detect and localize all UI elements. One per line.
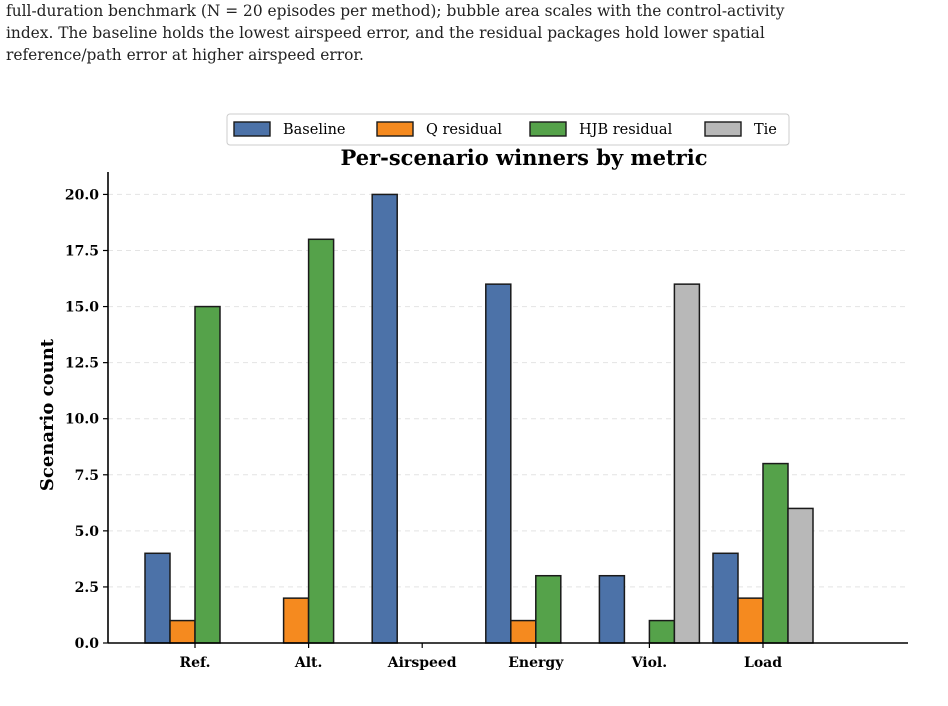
bar-tie xyxy=(673,283,701,644)
y-tick-label: 10.0 xyxy=(65,412,99,428)
legend-label: Q residual xyxy=(426,122,502,138)
caption-line: full-duration benchmark (N = 20 episodes… xyxy=(6,2,785,20)
bar-hjb-residual xyxy=(194,305,221,644)
caption-line: index. The baseline holds the lowest air… xyxy=(6,24,765,42)
legend-label: Baseline xyxy=(283,122,346,138)
y-tick-label: 20.0 xyxy=(65,187,99,203)
legend-box xyxy=(226,113,790,146)
bar-baseline xyxy=(598,574,626,644)
x-tick-label: Alt. xyxy=(294,655,323,671)
x-tick-label: Ref. xyxy=(180,655,211,671)
caption-line: reference/path error at higher airspeed … xyxy=(6,46,364,64)
bar-baseline xyxy=(485,283,512,644)
legend-label: Tie xyxy=(754,122,777,138)
y-axis-label: Scenario count xyxy=(37,338,58,491)
y-tick-label: 0.0 xyxy=(75,636,100,652)
bar-q-residual xyxy=(510,619,537,644)
bar-q-residual xyxy=(282,597,310,644)
bar-q-residual xyxy=(737,597,764,644)
legend-swatch xyxy=(233,121,271,137)
legend-label: HJB residual xyxy=(579,122,673,138)
bar-q-residual xyxy=(169,619,196,644)
y-tick-label: 15.0 xyxy=(65,300,99,316)
axes xyxy=(103,172,908,648)
y-tick-label: 12.5 xyxy=(65,356,99,372)
bar-tie xyxy=(787,507,814,644)
y-tick-label: 5.0 xyxy=(75,524,100,540)
bar-hjb-residual xyxy=(307,238,335,644)
figure-caption: full-duration benchmark (N = 20 episodes… xyxy=(6,0,942,66)
x-tick-label: Load xyxy=(744,655,782,671)
bars xyxy=(144,193,814,644)
legend-swatch xyxy=(376,121,414,137)
bar-baseline xyxy=(371,193,398,644)
bar-baseline xyxy=(144,552,171,644)
legend: Baseline Q residual HJB residual Tie xyxy=(226,113,790,146)
tick-labels: 0.0 2.5 5.0 7.5 10.0 12.5 15.0 17.5 20.0 Ref. Alt.… xyxy=(65,187,782,671)
y-tick-label: 7.5 xyxy=(75,468,99,484)
x-tick-label: Airspeed xyxy=(387,655,457,671)
legend-swatch xyxy=(704,121,742,137)
bar-hjb-residual xyxy=(762,462,789,644)
x-tick-label: Energy xyxy=(508,655,564,671)
bar-baseline xyxy=(712,552,739,644)
bar-hjb-residual xyxy=(648,619,676,644)
bar-hjb-residual xyxy=(535,574,562,644)
legend-swatch xyxy=(529,121,567,137)
y-tick-label: 17.5 xyxy=(65,244,99,260)
y-tick-label: 2.5 xyxy=(75,580,99,596)
x-tick-label: Viol. xyxy=(631,655,667,671)
chart-title: Per-scenario winners by metric xyxy=(340,145,707,170)
